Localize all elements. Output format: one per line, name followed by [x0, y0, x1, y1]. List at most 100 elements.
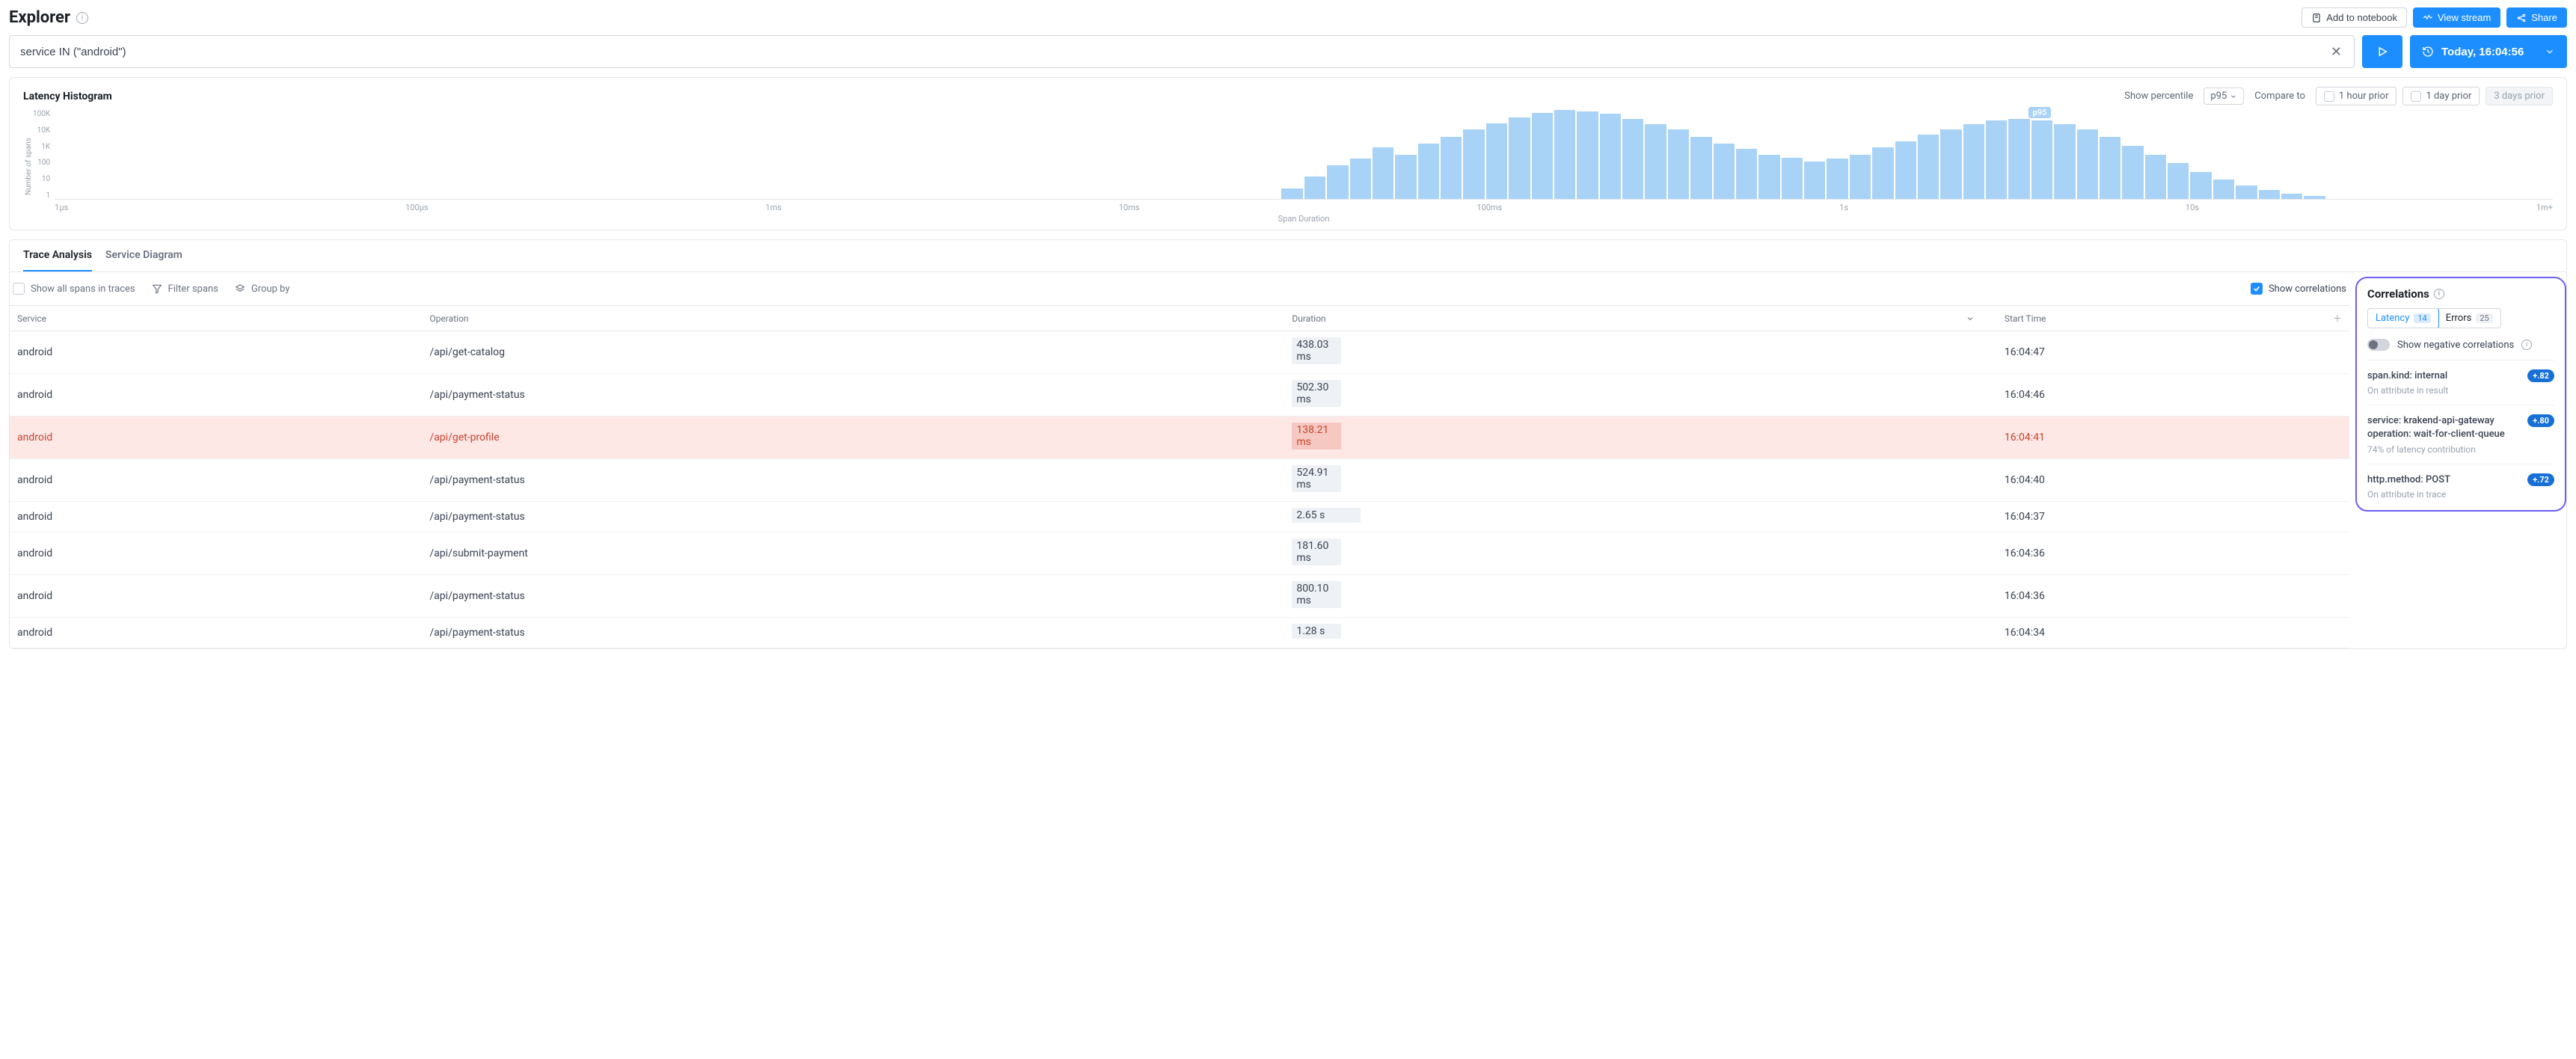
page-title: Explorer	[9, 8, 70, 27]
histogram-bar[interactable]	[1395, 155, 1416, 200]
histogram-bar[interactable]	[2077, 129, 2098, 199]
correlations-tab-errors[interactable]: Errors 25	[2438, 309, 2500, 328]
histogram-bar[interactable]	[1463, 129, 1484, 199]
tab-trace-analysis[interactable]: Trace Analysis	[23, 240, 92, 271]
histogram-bar[interactable]	[1532, 113, 1553, 199]
cell-operation: /api/payment-status	[429, 474, 1292, 486]
histogram-bar[interactable]	[1350, 159, 1371, 199]
show-all-spans-toggle[interactable]: Show all spans in traces	[13, 283, 135, 295]
histogram-bar[interactable]	[1804, 162, 1825, 199]
histogram-bar[interactable]	[2213, 179, 2234, 199]
compare-option-label: 3 days prior	[2494, 90, 2545, 102]
correlation-item[interactable]: service: krakend-api-gateway operation: …	[2367, 405, 2554, 464]
run-query-button[interactable]	[2362, 35, 2402, 68]
info-icon[interactable]: i	[2521, 340, 2532, 350]
filter-spans-label: Filter spans	[168, 283, 218, 295]
histogram-bar[interactable]	[2008, 119, 2029, 199]
histogram-bar[interactable]	[1509, 117, 1530, 199]
histogram-bar[interactable]	[1872, 147, 1893, 199]
correlations-tab-latency[interactable]: Latency 14	[2367, 308, 2439, 328]
histogram-bar[interactable]	[2259, 190, 2280, 199]
histogram-bar[interactable]	[2100, 137, 2120, 199]
clear-query-icon[interactable]: ✕	[2325, 44, 2348, 60]
histogram-bar[interactable]	[2122, 146, 2143, 199]
compare-option[interactable]: 1 day prior	[2402, 87, 2480, 105]
histogram-bar[interactable]	[1281, 188, 1302, 199]
histogram-bar[interactable]	[1668, 129, 1689, 199]
histogram-bar[interactable]	[1554, 110, 1575, 199]
group-by-button[interactable]: Group by	[235, 283, 290, 295]
info-icon[interactable]: i	[76, 12, 88, 24]
histogram-bar[interactable]	[2168, 163, 2189, 199]
duration-bar: 502.30 ms	[1292, 380, 1341, 407]
histogram-bar[interactable]	[1418, 144, 1439, 199]
histogram-bar[interactable]	[1895, 141, 1916, 199]
table-row[interactable]: android/api/payment-status502.30 ms16:04…	[10, 374, 2349, 417]
info-icon[interactable]: i	[2434, 289, 2444, 299]
histogram-bar[interactable]	[2145, 155, 2166, 200]
table-row[interactable]: android/api/get-profile138.21 ms16:04:41	[10, 417, 2349, 459]
histogram-bar[interactable]	[1304, 176, 1325, 199]
histogram-bar[interactable]	[1645, 124, 1666, 199]
histogram-xlabel: Span Duration	[55, 214, 2553, 224]
share-button[interactable]: Share	[2506, 7, 2567, 28]
histogram-bar[interactable]	[1486, 123, 1507, 199]
th-operation[interactable]: Operation	[429, 313, 1292, 324]
histogram-bar[interactable]	[2054, 124, 2075, 199]
histogram-bar[interactable]	[1827, 159, 1847, 199]
histogram-bar[interactable]	[1918, 135, 1939, 199]
table-row[interactable]: android/api/payment-status524.91 ms16:04…	[10, 459, 2349, 502]
histogram-bar[interactable]	[2304, 196, 2325, 199]
cell-operation: /api/payment-status	[429, 389, 1292, 401]
th-duration[interactable]: Duration	[1292, 313, 1325, 324]
histogram-bar[interactable]	[1986, 120, 2007, 199]
latency-histogram-panel: Latency Histogram Show percentile p95 Co…	[9, 77, 2567, 230]
cell-duration: 138.21 ms	[1292, 423, 2004, 452]
table-row[interactable]: android/api/payment-status800.10 ms16:04…	[10, 575, 2349, 618]
correlation-sublabel: On attribute in result	[2367, 385, 2554, 396]
add-column-icon[interactable]: ＋	[2333, 312, 2342, 325]
duration-bar: 800.10 ms	[1292, 581, 1341, 608]
time-range-select[interactable]: Today, 16:04:56	[2410, 35, 2567, 68]
histogram-bar[interactable]	[2281, 194, 2302, 199]
show-correlations-toggle[interactable]: Show correlations	[2251, 283, 2346, 295]
add-to-notebook-button[interactable]: Add to notebook	[2301, 7, 2407, 28]
filter-spans-button[interactable]: Filter spans	[152, 283, 218, 295]
histogram-bar[interactable]	[1622, 119, 1643, 199]
histogram-bar[interactable]	[1758, 155, 1779, 200]
view-stream-button[interactable]: View stream	[2413, 7, 2500, 28]
histogram-bar[interactable]	[2236, 185, 2257, 199]
table-row[interactable]: android/api/submit-payment181.60 ms16:04…	[10, 532, 2349, 575]
negative-correlations-toggle[interactable]	[2367, 339, 2390, 351]
ytick: 10	[33, 175, 50, 183]
histogram-bar[interactable]	[1577, 111, 1598, 199]
correlation-item[interactable]: http.method: POSTOn attribute in trace+.…	[2367, 464, 2554, 510]
percentile-select[interactable]: p95	[2204, 88, 2244, 105]
histogram-bar[interactable]	[1940, 129, 1961, 199]
histogram-bar[interactable]	[1782, 158, 1803, 199]
tab-service-diagram[interactable]: Service Diagram	[105, 240, 183, 271]
th-service[interactable]: Service	[17, 313, 429, 324]
histogram-bar[interactable]	[1963, 124, 1984, 199]
histogram-bar[interactable]	[1850, 155, 1871, 200]
table-row[interactable]: android/api/payment-status2.65 s16:04:37	[10, 502, 2349, 532]
cell-operation: /api/get-catalog	[429, 346, 1292, 358]
histogram-bar[interactable]	[1600, 114, 1621, 199]
compare-option[interactable]: 1 hour prior	[2316, 87, 2397, 105]
query-input[interactable]	[20, 46, 2325, 58]
histogram-bar[interactable]	[2031, 120, 2052, 199]
chevron-down-icon[interactable]	[1966, 314, 1975, 323]
table-row[interactable]: android/api/payment-status1.28 s16:04:34	[10, 618, 2349, 648]
histogram-bar[interactable]	[1327, 165, 1348, 199]
th-start-time[interactable]: Start Time	[2005, 313, 2046, 324]
histogram-bar[interactable]	[1714, 144, 1735, 199]
histogram-bar[interactable]	[1441, 137, 1462, 199]
ytick: 10K	[33, 126, 50, 135]
correlation-item[interactable]: span.kind: internalOn attribute in resul…	[2367, 360, 2554, 405]
histogram-title: Latency Histogram	[23, 90, 112, 102]
histogram-bar[interactable]	[1373, 147, 1393, 199]
histogram-bar[interactable]	[2190, 172, 2211, 199]
table-row[interactable]: android/api/get-catalog438.03 ms16:04:47	[10, 331, 2349, 374]
histogram-bar[interactable]	[1736, 149, 1757, 199]
histogram-bar[interactable]	[1690, 137, 1711, 199]
